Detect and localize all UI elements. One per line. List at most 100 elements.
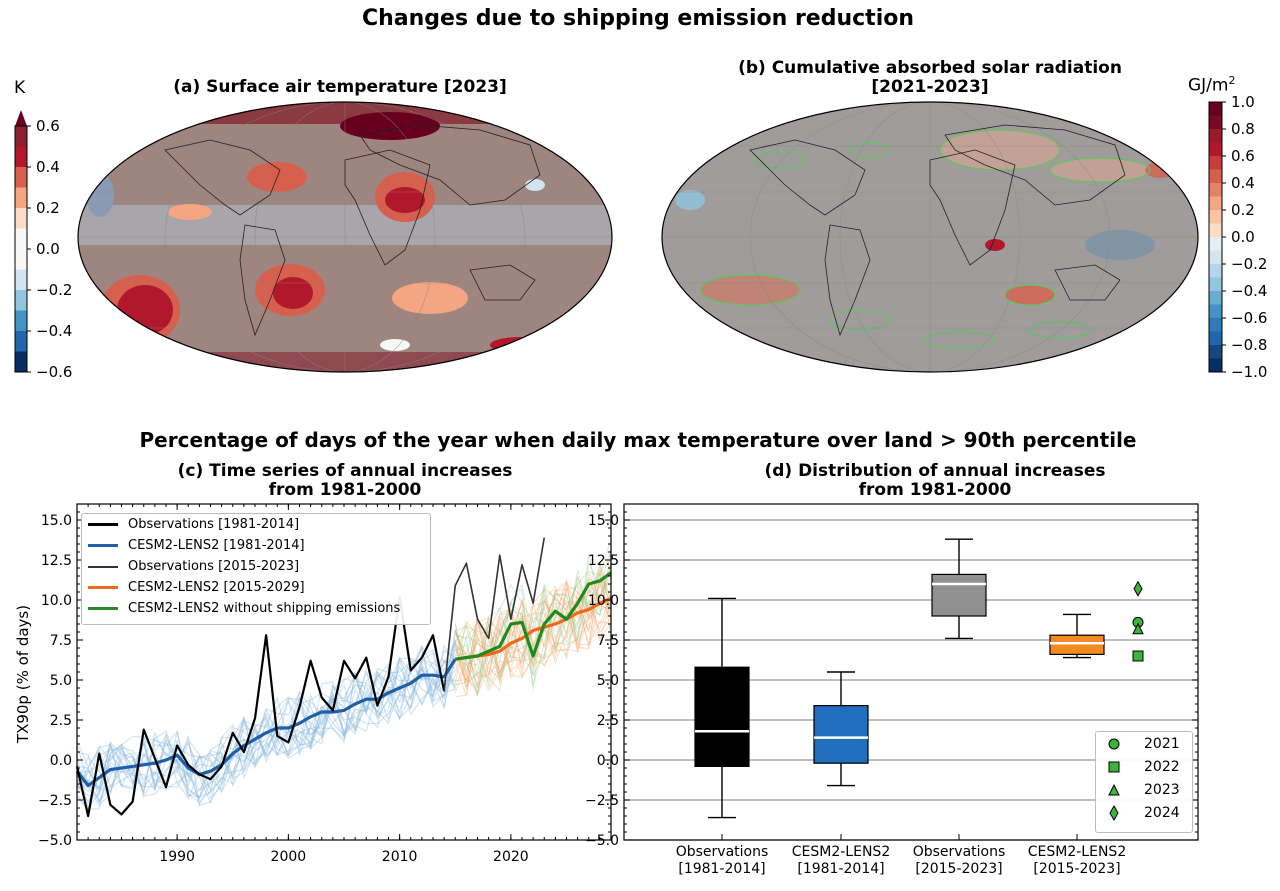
panel-d-category-label: Observations [2015-2023] bbox=[889, 844, 1029, 878]
panel-d-category-line1: Observations bbox=[675, 844, 769, 860]
panel-c-ensemble-member-historical bbox=[76, 640, 456, 803]
colorbar-a-tick-label: −0.6 bbox=[36, 363, 72, 381]
colorbar-b-unit-base: GJ/m bbox=[1188, 75, 1229, 96]
colorbar-a-cell bbox=[15, 351, 27, 373]
panel-d-legend-item: 2023 bbox=[1096, 778, 1192, 801]
panel-c-legend-swatch bbox=[88, 607, 118, 610]
panel-c-ensemble-member-future bbox=[454, 559, 612, 692]
colorbar-b bbox=[1208, 101, 1223, 373]
colorbar-a-cell bbox=[15, 249, 27, 270]
panel-c-ensemble-member-future bbox=[454, 572, 612, 683]
panel-c-ensemble-member-future bbox=[454, 580, 612, 689]
panel-d-legend-label: 2024 bbox=[1144, 804, 1180, 821]
colorbar-a-cell bbox=[15, 146, 27, 168]
panel-d-title-line1: (d) Distribution of annual increases bbox=[764, 461, 1106, 481]
colorbar-a-tick-label: 0.4 bbox=[36, 158, 60, 176]
panel-d-ytick-label: 5.0 bbox=[597, 673, 619, 689]
panel-c-legend-item: Observations [1981-2014] bbox=[82, 514, 430, 535]
colorbar-b-cell bbox=[1209, 277, 1222, 292]
panel-c-ytick-label: −5.0 bbox=[38, 833, 72, 849]
panel-d-box bbox=[813, 671, 869, 787]
colorbar-b-cell bbox=[1209, 115, 1222, 130]
colorbar-b-cell bbox=[1209, 169, 1222, 184]
colorbar-a-extend bbox=[15, 110, 27, 126]
colorbar-a-cell bbox=[15, 187, 27, 209]
colorbar-a-tick-label: −0.4 bbox=[36, 322, 72, 340]
colorbar-a-cell bbox=[15, 269, 27, 291]
panel-d-ytick-label: 2.5 bbox=[597, 713, 619, 729]
panel-d-legend-label: 2021 bbox=[1144, 735, 1180, 752]
colorbar-a-cell bbox=[15, 310, 27, 332]
panel-d-box bbox=[694, 597, 750, 819]
panel-c-ensemble-member-noship bbox=[454, 561, 612, 692]
colorbar-a-cell bbox=[15, 126, 27, 147]
colorbar-b-cell bbox=[1209, 291, 1222, 305]
panel-d-ytick-label: 7.5 bbox=[597, 633, 619, 649]
panel-c-ensemble-member-future bbox=[454, 600, 612, 696]
panel-d-ytick-label: −2.5 bbox=[585, 793, 619, 809]
map-a-hotspot-indian bbox=[392, 282, 468, 314]
colorbar-b-cell bbox=[1209, 196, 1222, 211]
panel-d-category-line1: CESM2-LENS2 bbox=[1027, 844, 1127, 860]
panel-c-legend-item: CESM2-LENS2 [2015-2029] bbox=[82, 577, 430, 598]
colorbar-b-cell bbox=[1209, 345, 1222, 359]
colorbar-b-cell bbox=[1209, 358, 1222, 373]
panel-c-ensemble-member-historical bbox=[76, 665, 456, 789]
panel-c-legend-swatch bbox=[88, 586, 118, 589]
map-a-hotspot-arctic bbox=[340, 112, 440, 140]
colorbar-b-cell bbox=[1209, 250, 1222, 265]
colorbar-a-tick-label: −0.2 bbox=[36, 281, 72, 299]
panel-d-legend-label: 2023 bbox=[1144, 781, 1180, 798]
panel-c-title-line1: (c) Time series of annual increases bbox=[177, 461, 513, 481]
colorbar-b-tick-label: 0.4 bbox=[1231, 174, 1255, 192]
panel-a-title: (a) Surface air temperature [2023] bbox=[173, 77, 507, 97]
panel-d-box-rect bbox=[694, 666, 750, 768]
colorbar-b-cell bbox=[1209, 129, 1222, 143]
panel-c-xtick-label: 2000 bbox=[271, 849, 307, 865]
panel-c-ensemble-member-future bbox=[454, 578, 612, 689]
panel-c-ensemble-member-historical bbox=[76, 642, 456, 810]
panel-d-box bbox=[1049, 613, 1105, 659]
panel-c-ensemble-member-future bbox=[454, 577, 612, 698]
panel-c-ensemble-member-historical bbox=[76, 639, 456, 807]
colorbar-a bbox=[14, 110, 28, 373]
maps-figure: 0.6 0.4 0.2 0.0 −0.2 −0.4 −0.6 1.0 0.8 0.6 0.4 0.2… bbox=[14, 93, 1267, 381]
panel-c-ensemble-member-noship bbox=[454, 569, 612, 697]
main-title: Changes due to shipping emission reducti… bbox=[361, 6, 915, 31]
colorbar-b-tick-label: −0.4 bbox=[1231, 282, 1267, 300]
panel-d-legend-label: 2022 bbox=[1144, 758, 1180, 775]
panel-c-legend-swatch bbox=[88, 523, 118, 526]
panel-d-box-rect bbox=[1049, 634, 1105, 656]
panel-d-category-label: CESM2-LENS2 [1981-2014] bbox=[771, 844, 911, 878]
colorbar-b-unit-sup: 2 bbox=[1228, 74, 1236, 87]
colorbar-a-tick-label: 0.2 bbox=[36, 199, 60, 217]
colorbar-b-unit: GJ/m2 bbox=[1188, 74, 1235, 96]
panel-c-ensemble-member-noship bbox=[454, 573, 612, 683]
colorbar-a-cell bbox=[15, 331, 27, 352]
panel-d-legend-marker-icon bbox=[1106, 782, 1122, 798]
panel-d-legend-marker-icon bbox=[1106, 759, 1122, 775]
panel-c-title-line2: from 1981-2000 bbox=[268, 480, 422, 500]
panel-c-ensemble-member-future bbox=[454, 583, 612, 690]
panel-d-ytick-label: 10.0 bbox=[588, 593, 619, 609]
colorbar-b-cell bbox=[1209, 210, 1222, 224]
colorbar-a-cell bbox=[15, 167, 27, 188]
panel-c-ensemble-member-historical bbox=[76, 648, 456, 794]
colorbar-b-tick-label: −0.6 bbox=[1231, 309, 1267, 327]
panel-c-ensemble-member-future bbox=[454, 564, 612, 681]
panel-d-title: (d) Distribution of annual increases fro… bbox=[700, 462, 1170, 500]
panel-d-category-label: Observations [1981-2014] bbox=[652, 844, 792, 878]
panel-c-title: (c) Time series of annual increases from… bbox=[120, 462, 570, 500]
panel-b-title: (b) Cumulative absorbed solar radiation … bbox=[690, 59, 1170, 97]
colorbar-a-tick-label: 0.6 bbox=[36, 117, 60, 135]
colorbar-b-cell bbox=[1209, 304, 1222, 319]
panel-c-legend-label: Observations [2015-2023] bbox=[128, 559, 300, 574]
colorbar-b-cell bbox=[1209, 156, 1222, 170]
colorbar-b-tick-label: 0.6 bbox=[1231, 147, 1255, 165]
colorbar-b-cell bbox=[1209, 331, 1222, 346]
panel-c-ensemble-member-future bbox=[455, 563, 612, 682]
panel-c-ensemble-member-future bbox=[454, 589, 612, 689]
panel-d-title-line2: from 1981-2000 bbox=[858, 480, 1012, 500]
panel-c-ensemble-member-historical bbox=[76, 648, 456, 811]
